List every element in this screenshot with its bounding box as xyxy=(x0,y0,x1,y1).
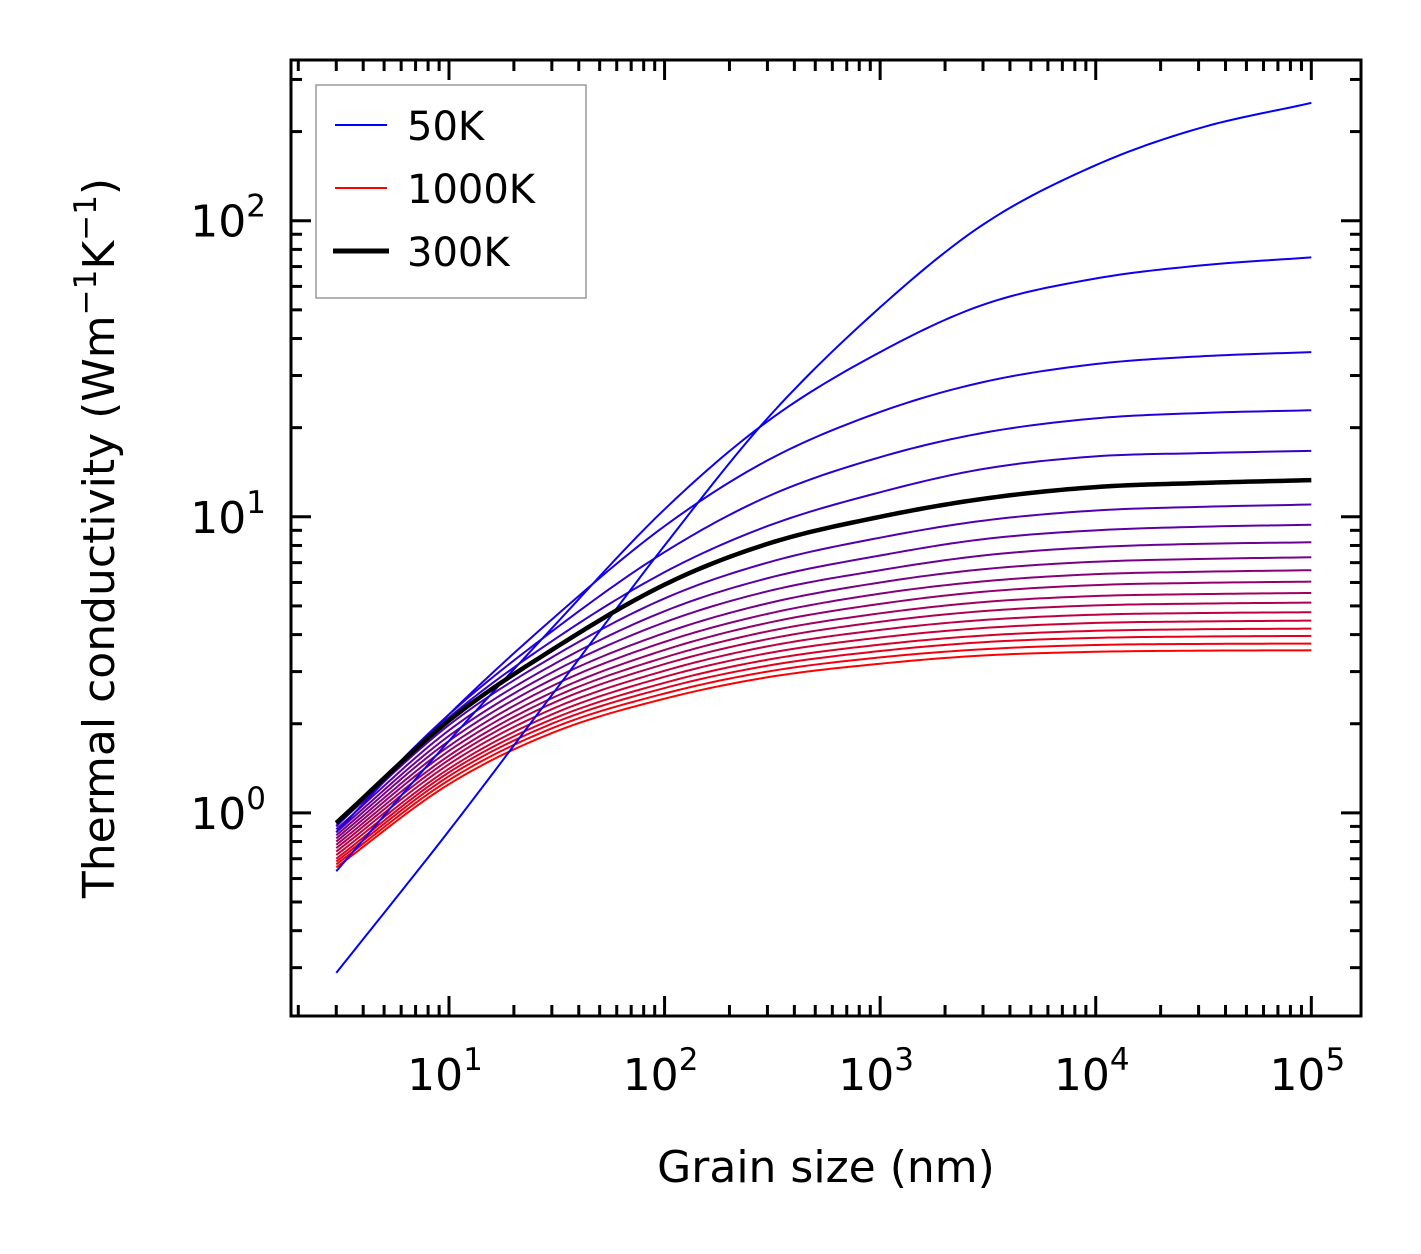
x-tick-label-exp: 5 xyxy=(1325,1042,1345,1078)
series-line-900k xyxy=(335,634,1312,863)
series-line-1000k xyxy=(335,649,1312,869)
series-line-950k xyxy=(335,642,1312,866)
series-line-150k xyxy=(335,351,1312,833)
x-tick-label: 101 xyxy=(407,1042,483,1101)
y-tick-label: 101 xyxy=(190,485,266,544)
x-axis-label: Grain size (nm) xyxy=(657,1142,995,1193)
x-tick-label: 102 xyxy=(623,1042,699,1101)
y-tick-label-base: 10 xyxy=(190,197,246,248)
y-tick-label-exp: 1 xyxy=(246,485,266,521)
series-line-200k xyxy=(335,409,1312,828)
y-tick-label-exp: 0 xyxy=(246,781,266,817)
series-line-300k xyxy=(334,477,1312,825)
x-tick-label-exp: 1 xyxy=(463,1042,483,1078)
plot-frame xyxy=(289,58,1363,1018)
x-tick-label: 103 xyxy=(838,1042,914,1101)
x-tick-label-exp: 2 xyxy=(679,1042,699,1078)
x-tick-label-exp: 4 xyxy=(1110,1042,1130,1078)
series-line-450k xyxy=(335,541,1312,834)
x-tick-label-base: 10 xyxy=(1269,1050,1325,1101)
y-tick-label-base: 10 xyxy=(190,493,246,544)
legend-label-50k: 50K xyxy=(407,104,486,150)
series-line-850k xyxy=(335,627,1312,860)
series-line-400k xyxy=(335,523,1312,831)
x-tick-label-base: 10 xyxy=(407,1050,463,1101)
y-axis-label-mid: K xyxy=(74,240,125,270)
x-tick-label-exp: 3 xyxy=(894,1042,914,1078)
y-axis-label-sup1: −1 xyxy=(68,270,104,316)
y-tick-label: 102 xyxy=(190,189,266,248)
y-axis-label: Thermal conductivity (Wm−1K−1) xyxy=(68,178,125,899)
y-tick-label-exp: 2 xyxy=(246,189,266,225)
x-tick-labels: 101 102 103 104 105 xyxy=(407,1042,1345,1101)
series-line-250k xyxy=(335,449,1312,825)
y-axis-label-end: ) xyxy=(74,178,125,195)
y-axis-label-sup2: −1 xyxy=(68,195,104,241)
x-tick-label: 104 xyxy=(1054,1042,1130,1101)
series-line-600k xyxy=(335,580,1312,843)
series-line-650k xyxy=(335,591,1312,846)
y-tick-label: 100 xyxy=(190,781,266,840)
series-line-700k xyxy=(335,601,1312,849)
x-tick-label: 105 xyxy=(1269,1042,1345,1101)
x-tick-label-base: 10 xyxy=(838,1050,894,1101)
series-layer xyxy=(334,101,1312,974)
series-line-750k xyxy=(335,611,1312,853)
x-tick-label-base: 10 xyxy=(623,1050,679,1101)
y-axis-label-base: Thermal conductivity (Wm xyxy=(74,315,125,899)
series-line-550k xyxy=(335,569,1312,840)
series-line-350k xyxy=(335,503,1312,827)
legend: 50K 1000K 300K xyxy=(315,84,587,299)
series-line-500k xyxy=(335,556,1312,837)
legend-box xyxy=(315,84,587,299)
x-tick-label-base: 10 xyxy=(1054,1050,1110,1101)
legend-label-300k: 300K xyxy=(407,230,511,276)
ticks-layer xyxy=(291,60,1361,1016)
y-tick-label-base: 10 xyxy=(190,789,246,840)
series-line-50k xyxy=(335,101,1312,974)
series-line-800k xyxy=(335,619,1312,856)
legend-label-1000k: 1000K xyxy=(407,167,537,213)
